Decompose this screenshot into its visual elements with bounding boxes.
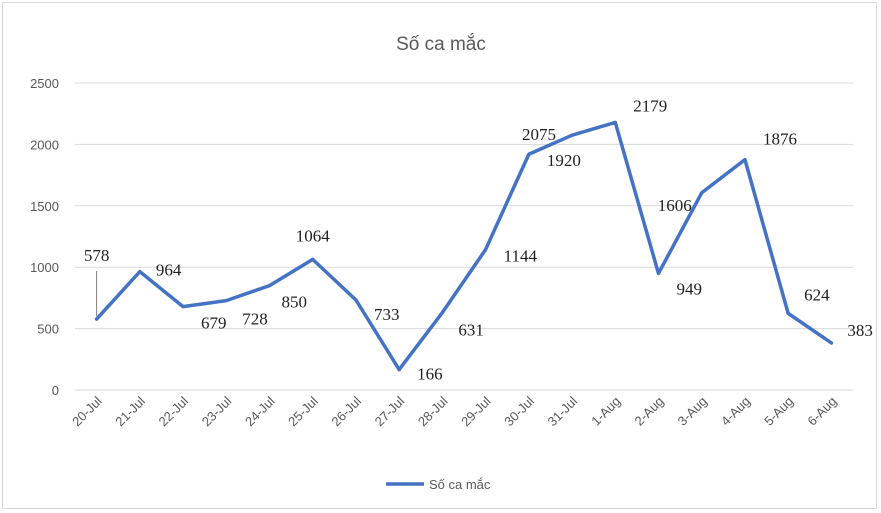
x-tick-label: 1-Aug — [588, 394, 623, 429]
data-label: 850 — [282, 293, 308, 312]
data-point — [700, 191, 704, 195]
chart-title: Số ca mắc — [396, 33, 486, 55]
x-tick-label: 4-Aug — [718, 394, 753, 429]
data-label: 383 — [847, 321, 873, 340]
data-point — [397, 368, 401, 372]
data-label: 679 — [201, 314, 227, 333]
data-label: 733 — [374, 305, 400, 324]
data-point — [224, 299, 228, 303]
data-label: 2075 — [522, 125, 556, 144]
data-point — [354, 298, 358, 302]
data-point — [570, 133, 574, 137]
x-tick-label: 22-Jul — [156, 393, 192, 429]
x-axis-ticks: 20-Jul 21-Jul 22-Jul 23-Jul 24-Jul 25-Jul 26-J… — [69, 393, 839, 429]
data-label: 1876 — [763, 130, 797, 149]
data-point — [181, 305, 185, 309]
series-line — [94, 120, 834, 372]
legend: Số ca mắc — [386, 477, 491, 492]
y-tick-label: 500 — [37, 322, 59, 337]
data-point — [786, 311, 790, 315]
data-point — [311, 257, 315, 261]
x-tick-label: 30-Jul — [501, 393, 537, 429]
data-labels: 578 964 679 728 850 1064 733 166 631 1144 1920 2075… — [84, 96, 873, 383]
data-label: 964 — [156, 261, 182, 280]
data-point — [268, 284, 271, 288]
x-tick-label: 3-Aug — [675, 394, 710, 429]
x-tick-label: 21-Jul — [112, 393, 148, 429]
x-tick-label: 27-Jul — [372, 393, 408, 429]
x-tick-label: 6-Aug — [804, 394, 839, 429]
y-tick-label: 2000 — [30, 137, 59, 152]
data-label: 949 — [677, 279, 703, 298]
data-label: 1606 — [658, 196, 692, 215]
x-tick-label: 5-Aug — [761, 394, 796, 429]
data-point — [743, 158, 747, 162]
data-label: 624 — [804, 285, 830, 304]
legend-label: Số ca mắc — [429, 477, 491, 492]
y-axis-ticks: 0 500 1000 1500 2000 2500 — [30, 76, 59, 398]
data-label: 166 — [417, 365, 443, 384]
x-tick-label: 29-Jul — [458, 393, 494, 429]
x-tick-label: 31-Jul — [545, 393, 581, 429]
data-point — [440, 311, 444, 315]
data-label: 1920 — [547, 151, 581, 170]
x-tick-label: 28-Jul — [415, 393, 451, 429]
data-point — [95, 317, 99, 321]
y-tick-label: 1000 — [30, 260, 59, 275]
data-point — [484, 248, 488, 252]
data-label: 2179 — [633, 96, 667, 115]
series-layer — [94, 120, 834, 372]
x-tick-label: 2-Aug — [631, 394, 666, 429]
data-point — [613, 120, 617, 124]
data-label: 728 — [242, 310, 268, 329]
data-point — [829, 341, 833, 345]
data-point — [527, 152, 531, 156]
x-tick-label: 23-Jul — [199, 393, 235, 429]
data-label: 631 — [458, 321, 484, 340]
data-label: 1064 — [296, 226, 331, 245]
x-tick-label: 25-Jul — [285, 393, 321, 429]
x-tick-label: 26-Jul — [328, 393, 364, 429]
data-point — [138, 270, 142, 274]
data-point — [657, 271, 660, 275]
y-tick-label: 2500 — [30, 76, 59, 91]
x-tick-label: 20-Jul — [69, 393, 105, 429]
x-tick-label: 24-Jul — [242, 393, 278, 429]
data-label: 1144 — [504, 247, 538, 266]
gridlines — [75, 82, 853, 391]
y-tick-label: 1500 — [30, 199, 59, 214]
data-label: 578 — [84, 246, 110, 265]
y-tick-label: 0 — [52, 383, 59, 398]
